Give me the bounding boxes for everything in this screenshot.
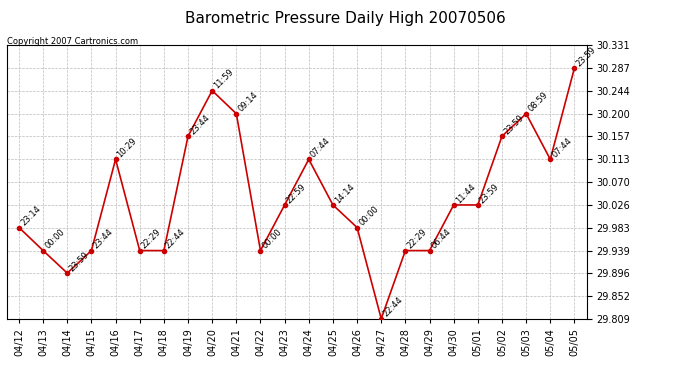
Text: 14:14: 14:14	[333, 182, 356, 205]
Text: 10:29: 10:29	[115, 136, 139, 159]
Text: 22:44: 22:44	[164, 227, 187, 251]
Text: Barometric Pressure Daily High 20070506: Barometric Pressure Daily High 20070506	[185, 11, 505, 26]
Text: 23:59: 23:59	[574, 45, 598, 68]
Text: 22:29: 22:29	[406, 227, 428, 251]
Text: 23:44: 23:44	[188, 113, 211, 136]
Text: 00:00: 00:00	[261, 227, 284, 251]
Text: 23:59: 23:59	[68, 250, 90, 273]
Text: 07:44: 07:44	[551, 136, 573, 159]
Text: 00:00: 00:00	[357, 204, 380, 228]
Text: 23:14: 23:14	[19, 204, 42, 228]
Text: 23:59: 23:59	[477, 182, 501, 205]
Text: 00:00: 00:00	[43, 227, 66, 251]
Text: 23:59: 23:59	[502, 113, 525, 136]
Text: 22:29: 22:29	[139, 227, 163, 251]
Text: Copyright 2007 Cartronics.com: Copyright 2007 Cartronics.com	[7, 38, 138, 46]
Text: 11:59: 11:59	[213, 68, 235, 91]
Text: 09:14: 09:14	[236, 90, 259, 114]
Text: 22:59: 22:59	[284, 182, 308, 205]
Text: 06:44: 06:44	[429, 227, 453, 251]
Text: 22:44: 22:44	[381, 296, 404, 319]
Text: 08:59: 08:59	[526, 90, 549, 114]
Text: 07:44: 07:44	[308, 136, 332, 159]
Text: 11:44: 11:44	[454, 182, 477, 205]
Text: 23:44: 23:44	[91, 227, 115, 251]
